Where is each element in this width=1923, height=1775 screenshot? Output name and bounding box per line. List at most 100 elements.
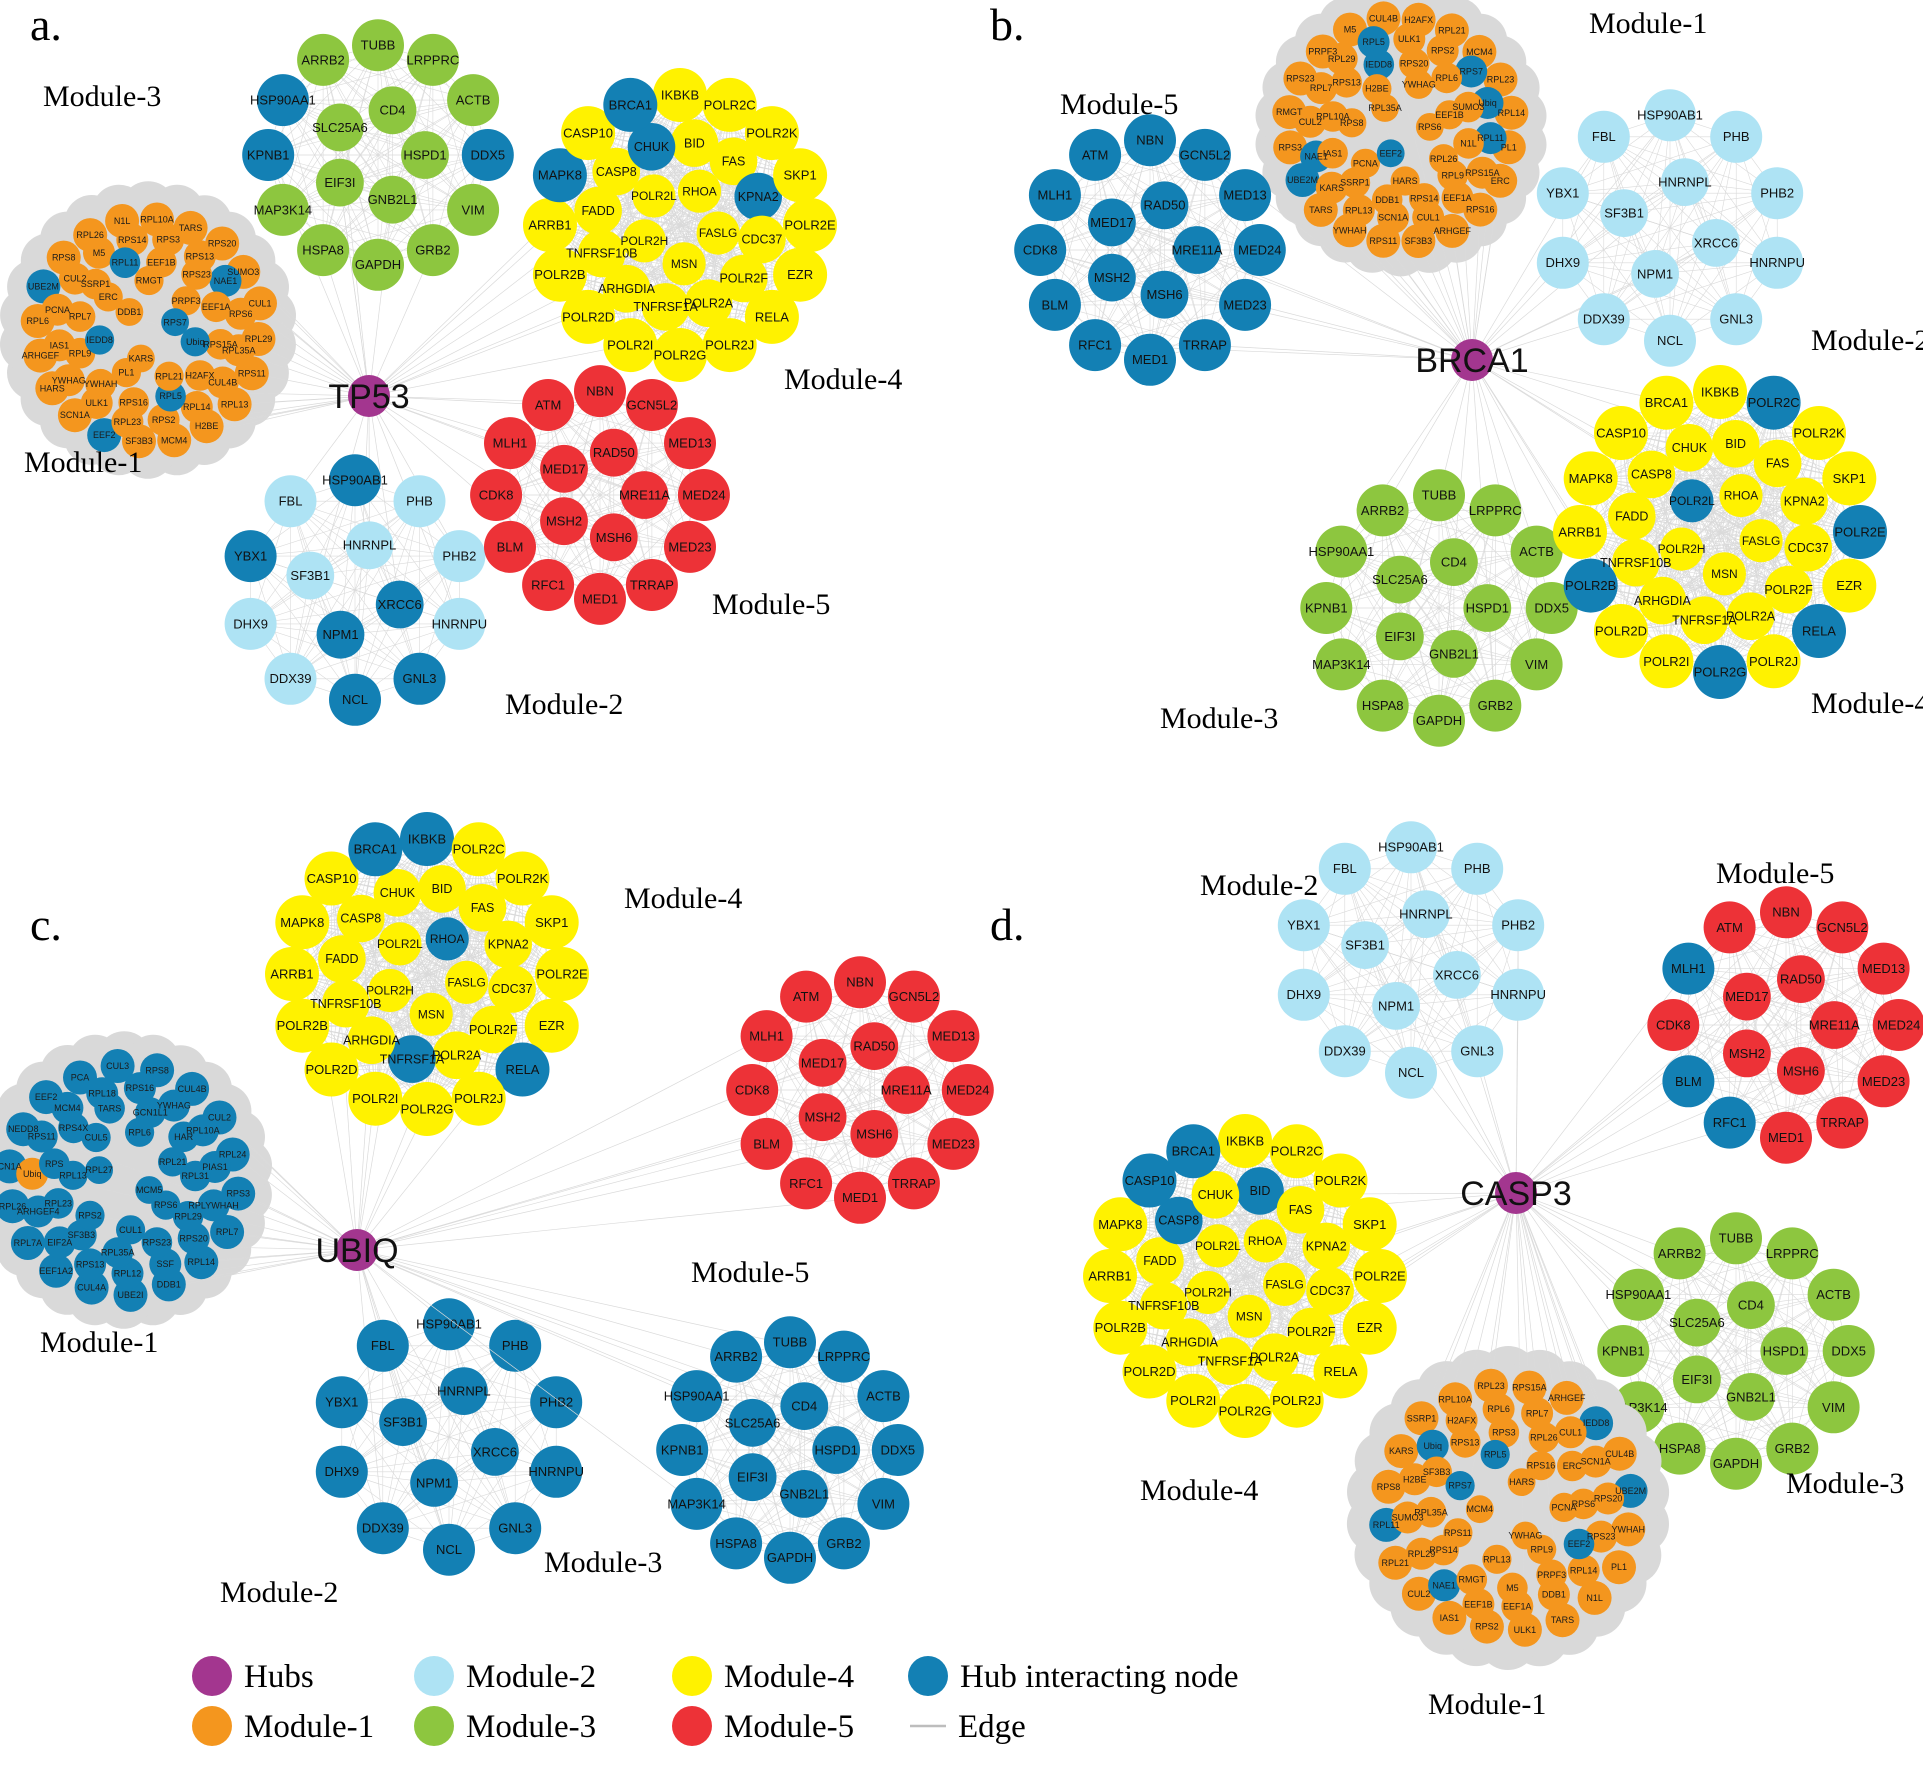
svg-text:ARRB2: ARRB2 — [1361, 503, 1404, 518]
svg-text:XRCC6: XRCC6 — [473, 1444, 517, 1459]
svg-text:BLM: BLM — [1042, 297, 1069, 312]
svg-text:POLR2K: POLR2K — [1793, 425, 1845, 440]
svg-text:PL1: PL1 — [1611, 1562, 1627, 1572]
svg-text:RPS7: RPS7 — [1448, 1481, 1472, 1491]
svg-text:TNFRSF10B: TNFRSF10B — [310, 997, 381, 1011]
svg-text:POLR2J: POLR2J — [454, 1091, 503, 1106]
svg-text:RMGT: RMGT — [1459, 1575, 1486, 1585]
svg-text:POLR2F: POLR2F — [1287, 1325, 1336, 1339]
svg-text:MSH6: MSH6 — [1783, 1063, 1819, 1078]
svg-text:EIF3I: EIF3I — [1384, 629, 1415, 644]
svg-text:NAE1: NAE1 — [1432, 1580, 1456, 1590]
svg-text:RPS6: RPS6 — [1418, 122, 1442, 132]
svg-text:NBN: NBN — [1136, 133, 1163, 148]
svg-text:YWHAH: YWHAH — [84, 379, 118, 389]
svg-text:RPL23: RPL23 — [1477, 1381, 1505, 1391]
svg-text:GRB2: GRB2 — [1775, 1441, 1810, 1456]
svg-text:POLR2C: POLR2C — [453, 842, 505, 857]
svg-text:EEF1B: EEF1B — [1464, 1599, 1493, 1609]
svg-text:UBE2M: UBE2M — [28, 281, 59, 291]
svg-text:RFC1: RFC1 — [531, 577, 565, 592]
svg-text:CD4: CD4 — [1738, 1298, 1764, 1313]
svg-text:MSH2: MSH2 — [546, 514, 582, 529]
svg-text:RPS16: RPS16 — [119, 398, 148, 408]
svg-text:SKP1: SKP1 — [783, 168, 816, 183]
svg-text:DDX5: DDX5 — [1831, 1343, 1866, 1358]
svg-text:KPNB1: KPNB1 — [1305, 600, 1348, 615]
svg-text:DDX5: DDX5 — [880, 1442, 915, 1457]
svg-text:RELA: RELA — [506, 1062, 540, 1077]
svg-text:POLR2D: POLR2D — [1595, 623, 1647, 638]
svg-text:RPL35A: RPL35A — [1368, 103, 1402, 113]
svg-text:DDX39: DDX39 — [362, 1521, 404, 1536]
svg-text:POLR2F: POLR2F — [719, 272, 768, 286]
svg-text:EEF2: EEF2 — [35, 1092, 58, 1102]
svg-text:RPL27: RPL27 — [85, 1165, 113, 1175]
svg-text:BRCA1: BRCA1 — [1172, 1144, 1215, 1159]
svg-text:RPL31: RPL31 — [182, 1171, 210, 1181]
svg-text:POLR2E: POLR2E — [1354, 1268, 1406, 1283]
svg-text:GNL3: GNL3 — [498, 1521, 532, 1536]
svg-text:POLR2K: POLR2K — [1315, 1173, 1367, 1188]
svg-text:GAPDH: GAPDH — [767, 1550, 813, 1565]
svg-text:LRPPRC: LRPPRC — [1469, 503, 1522, 518]
svg-text:RPS7: RPS7 — [163, 317, 187, 327]
svg-text:POLR2G: POLR2G — [1694, 664, 1747, 679]
svg-text:RPS2: RPS2 — [78, 1211, 102, 1221]
svg-text:HSP90AB1: HSP90AB1 — [322, 473, 388, 488]
svg-text:BLM: BLM — [497, 539, 524, 554]
svg-text:CDK8: CDK8 — [1023, 242, 1058, 257]
svg-text:PCA: PCA — [71, 1073, 90, 1083]
svg-text:FADD: FADD — [325, 952, 358, 966]
svg-text:CASP10: CASP10 — [563, 126, 613, 141]
svg-text:POLR2C: POLR2C — [704, 97, 756, 112]
svg-text:LRPPRC: LRPPRC — [407, 52, 460, 67]
svg-text:GAPDH: GAPDH — [355, 257, 401, 272]
svg-text:BRCA1: BRCA1 — [1415, 342, 1528, 380]
svg-text:SF3B3: SF3B3 — [1405, 236, 1433, 246]
svg-text:RPS7: RPS7 — [1459, 67, 1483, 77]
svg-text:d.: d. — [990, 899, 1025, 950]
svg-text:FAS: FAS — [1289, 1203, 1313, 1217]
svg-text:POLR2B: POLR2B — [277, 1018, 328, 1033]
svg-text:SLC25A6: SLC25A6 — [725, 1415, 781, 1430]
svg-text:RPL23: RPL23 — [45, 1198, 73, 1208]
svg-text:MAPK8: MAPK8 — [280, 915, 324, 930]
svg-text:PHB: PHB — [406, 494, 433, 509]
svg-text:HNRNPU: HNRNPU — [528, 1464, 584, 1479]
svg-text:KPNA2: KPNA2 — [1306, 1240, 1347, 1254]
svg-text:Module-2: Module-2 — [466, 1659, 596, 1695]
svg-text:TNFRSF1A: TNFRSF1A — [1672, 614, 1737, 628]
svg-text:SLC25A6: SLC25A6 — [1669, 1315, 1725, 1330]
svg-text:ARHGEF: ARHGEF — [1433, 226, 1471, 236]
svg-text:POLR2F: POLR2F — [469, 1023, 518, 1037]
svg-text:Module-1: Module-1 — [1428, 1688, 1546, 1721]
svg-text:RELA: RELA — [1802, 623, 1836, 638]
svg-text:RPS11: RPS11 — [1369, 236, 1397, 246]
svg-text:RPS20: RPS20 — [1594, 1494, 1623, 1504]
svg-text:XRCC6: XRCC6 — [378, 597, 422, 612]
svg-text:MED13: MED13 — [1862, 961, 1905, 976]
svg-text:GNB2L1: GNB2L1 — [1726, 1389, 1776, 1404]
svg-text:ATM: ATM — [535, 398, 561, 413]
svg-text:HSPD1: HSPD1 — [403, 147, 446, 162]
svg-text:POLR2D: POLR2D — [562, 309, 614, 324]
svg-text:NCL: NCL — [436, 1542, 462, 1557]
svg-text:RPL13: RPL13 — [221, 399, 249, 409]
svg-text:NBN: NBN — [846, 975, 873, 990]
svg-text:ARHGDIA: ARHGDIA — [343, 1033, 400, 1047]
svg-text:POLR2I: POLR2I — [1170, 1393, 1216, 1408]
svg-text:RPL9: RPL9 — [1441, 170, 1464, 180]
svg-text:KPNB1: KPNB1 — [247, 147, 290, 162]
svg-text:RPL14: RPL14 — [183, 402, 211, 412]
svg-text:RPL23: RPL23 — [1487, 75, 1515, 85]
svg-text:MCM4: MCM4 — [54, 1103, 81, 1113]
svg-text:RPL7A: RPL7A — [14, 1238, 43, 1248]
svg-text:HNRNPL: HNRNPL — [437, 1384, 490, 1399]
svg-text:POLR2B: POLR2B — [1095, 1320, 1146, 1335]
svg-text:H2AFX: H2AFX — [1447, 1415, 1476, 1425]
svg-text:MED1: MED1 — [582, 591, 618, 606]
svg-text:RPL14: RPL14 — [1570, 1566, 1598, 1576]
svg-text:EIF3I: EIF3I — [324, 175, 355, 190]
svg-text:ACTB: ACTB — [1519, 544, 1554, 559]
